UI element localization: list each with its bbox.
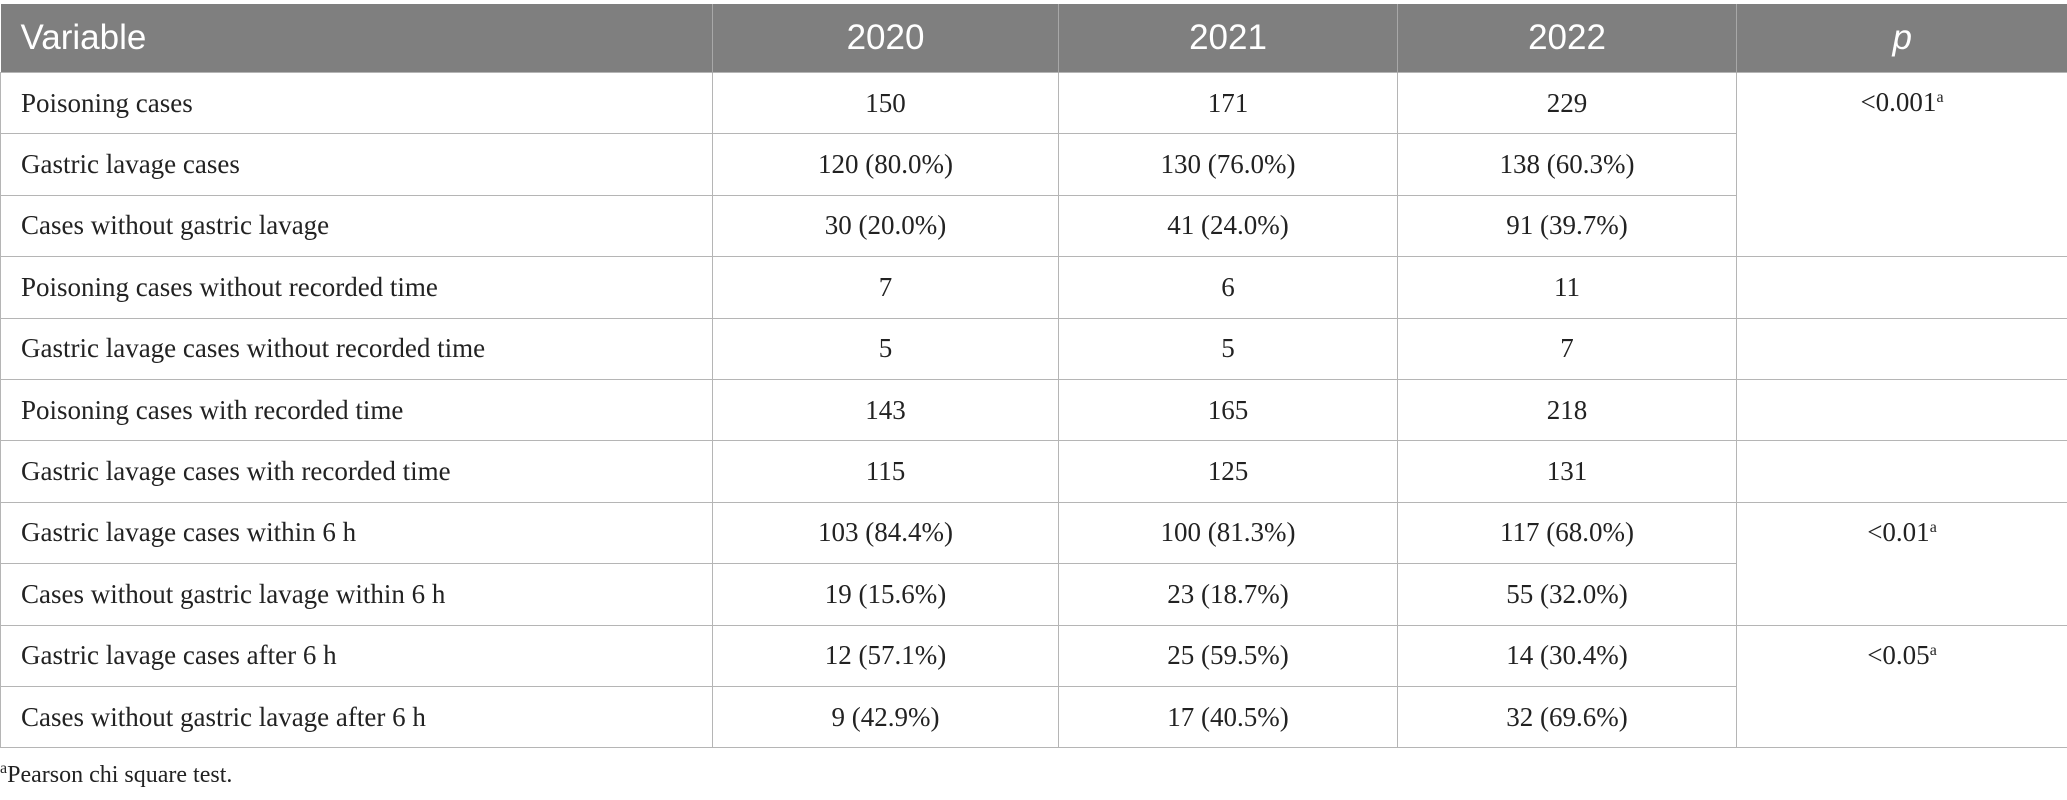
row-variable: Gastric lavage cases without recorded ti…	[0, 317, 713, 380]
p-value-empty-cell	[1736, 317, 2067, 380]
footnote-text: Pearson chi square test.	[7, 762, 233, 788]
cell-2021: 41 (24.0%)	[1058, 194, 1398, 258]
cell-2021: 6	[1058, 256, 1398, 319]
p-value-cell: <0.01a	[1736, 501, 2067, 626]
cell-2022: 131	[1397, 440, 1737, 503]
cell-2022: 14 (30.4%)	[1397, 624, 1737, 687]
row-variable: Gastric lavage cases within 6 h	[0, 501, 713, 565]
cell-2021: 25 (59.5%)	[1058, 624, 1398, 687]
table-row: Poisoning cases with recorded time 143 1…	[0, 378, 2067, 442]
row-variable: Gastric lavage cases after 6 h	[0, 624, 713, 687]
p-value: <0.05	[1867, 639, 1930, 670]
p-value: <0.001	[1860, 87, 1937, 117]
footnote-mark: a	[0, 760, 8, 777]
p-value: <0.01	[1867, 516, 1930, 547]
cell-2022: 117 (68.0%)	[1397, 501, 1737, 565]
p-value-empty-cell	[1736, 256, 2067, 319]
row-variable: Poisoning cases with recorded time	[0, 378, 713, 442]
cell-2021: 23 (18.7%)	[1058, 563, 1398, 626]
table-row: Cases without gastric lavage after 6 h 9…	[0, 685, 2067, 749]
p-value-cell: <0.05a	[1736, 624, 2067, 749]
cell-2021: 5	[1058, 317, 1398, 380]
table-row: Gastric lavage cases after 6 h 12 (57.1%…	[0, 624, 2067, 749]
p-value-footnote-mark: a	[1929, 641, 1937, 659]
header-2022: 2022	[1397, 4, 1737, 73]
cell-2022: 11	[1397, 256, 1737, 319]
row-variable: Poisoning cases	[0, 71, 713, 135]
table-header-row: Variable 2020 2021 2022 p	[0, 4, 2067, 73]
header-variable: Variable	[0, 4, 713, 73]
cell-2020: 30 (20.0%)	[712, 194, 1059, 258]
cell-2022: 229	[1397, 71, 1737, 135]
data-table-container: Variable 2020 2021 2022 p Poisoning case…	[0, 4, 2067, 749]
cell-2020: 115	[712, 440, 1059, 503]
cell-2020: 9 (42.9%)	[712, 685, 1059, 749]
table-row: Poisoning cases without recorded time 7 …	[0, 256, 2067, 319]
header-p: p	[1736, 4, 2067, 73]
cell-2021: 125	[1058, 440, 1398, 503]
cell-2020: 120 (80.0%)	[712, 133, 1059, 196]
cell-2021: 100 (81.3%)	[1058, 501, 1398, 565]
data-table: Variable 2020 2021 2022 p Poisoning case…	[0, 4, 2067, 749]
row-variable: Gastric lavage cases with recorded time	[0, 440, 713, 503]
row-variable: Gastric lavage cases	[0, 133, 713, 196]
row-variable: Poisoning cases without recorded time	[0, 256, 713, 319]
p-value-empty-cell	[1736, 378, 2067, 442]
table-row: Gastric lavage cases with recorded time …	[0, 440, 2067, 503]
cell-2020: 19 (15.6%)	[712, 563, 1059, 626]
cell-2020: 143	[712, 378, 1059, 442]
table-row: Poisoning cases 150 171 229 <0.001a	[0, 71, 2067, 258]
p-value-footnote-mark: a	[1936, 89, 1944, 106]
row-variable: Cases without gastric lavage within 6 h	[0, 563, 713, 626]
p-value-cell: <0.001a	[1736, 71, 2067, 258]
table-row: Gastric lavage cases within 6 h 103 (84.…	[0, 501, 2067, 626]
cell-2021: 171	[1058, 71, 1398, 135]
cell-2021: 130 (76.0%)	[1058, 133, 1398, 196]
cell-2020: 12 (57.1%)	[712, 624, 1059, 687]
p-value-empty-cell	[1736, 440, 2067, 503]
cell-2020: 103 (84.4%)	[712, 501, 1059, 565]
cell-2022: 32 (69.6%)	[1397, 685, 1737, 749]
cell-2022: 55 (32.0%)	[1397, 563, 1737, 626]
cell-2020: 150	[712, 71, 1059, 135]
cell-2022: 138 (60.3%)	[1397, 133, 1737, 196]
header-2021: 2021	[1058, 4, 1398, 73]
table-row: Gastric lavage cases without recorded ti…	[0, 317, 2067, 380]
cell-2020: 5	[712, 317, 1059, 380]
cell-2021: 165	[1058, 378, 1398, 442]
p-value-footnote-mark: a	[1929, 518, 1937, 536]
cell-2022: 7	[1397, 317, 1737, 380]
cell-2022: 91 (39.7%)	[1397, 194, 1737, 258]
row-variable: Cases without gastric lavage	[0, 194, 713, 258]
table-row: Cases without gastric lavage within 6 h …	[0, 563, 2067, 626]
cell-2020: 7	[712, 256, 1059, 319]
cell-2021: 17 (40.5%)	[1058, 685, 1398, 749]
cell-2022: 218	[1397, 378, 1737, 442]
row-variable: Cases without gastric lavage after 6 h	[0, 685, 713, 749]
table-row: Cases without gastric lavage 30 (20.0%) …	[0, 194, 2067, 258]
header-2020: 2020	[712, 4, 1059, 73]
table-footnote: aPearson chi square test.	[0, 760, 233, 789]
